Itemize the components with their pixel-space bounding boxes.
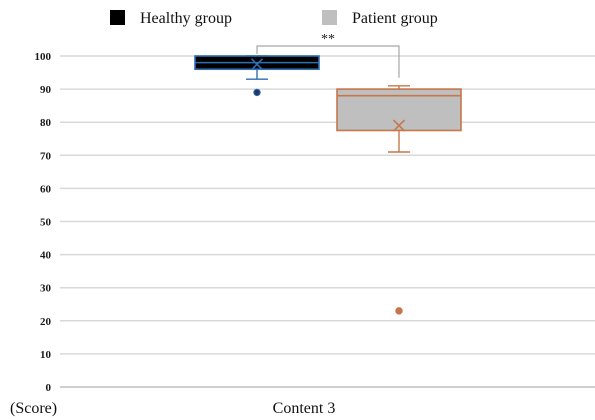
y-tick-label: 60 xyxy=(40,183,52,195)
gridlines xyxy=(60,55,595,355)
y-tick-label: 80 xyxy=(40,117,52,129)
y-tick-label: 30 xyxy=(40,283,52,295)
mean-marker xyxy=(250,58,264,71)
legend-swatch-healthy xyxy=(110,10,125,25)
y-axis-ticks: 0 10 20 30 40 50 60 70 80 90 100 xyxy=(35,51,52,394)
y-tick-label: 20 xyxy=(40,316,52,328)
y-tick-label: 50 xyxy=(40,217,52,229)
significance-label: ** xyxy=(321,32,335,47)
outlier-point xyxy=(395,307,403,315)
significance-bracket-line xyxy=(256,45,400,78)
box-series xyxy=(194,55,462,315)
y-tick-label: 70 xyxy=(40,150,52,162)
y-tick-label: 40 xyxy=(40,250,52,262)
legend: Healthy group Patient group xyxy=(110,10,438,27)
y-tick-label: 0 xyxy=(46,382,52,394)
box-healthy-group xyxy=(194,55,320,97)
y-tick-label: 100 xyxy=(35,51,52,63)
x-category-label: Content 3 xyxy=(273,400,336,417)
y-tick-label: 90 xyxy=(40,84,52,96)
legend-label-patient: Patient group xyxy=(352,10,438,27)
legend-label-healthy: Healthy group xyxy=(140,10,232,27)
mean-marker xyxy=(392,119,406,132)
outlier-point xyxy=(253,88,261,97)
legend-swatch-patient xyxy=(322,10,337,25)
y-axis-label: (Score) xyxy=(10,400,57,417)
significance-bracket: ** xyxy=(256,32,400,78)
y-tick-label: 10 xyxy=(40,349,52,361)
box-patient-group xyxy=(336,85,462,315)
